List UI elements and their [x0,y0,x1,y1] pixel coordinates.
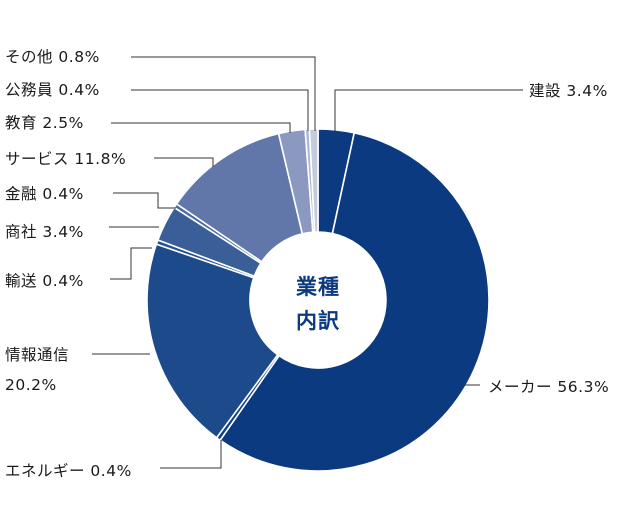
leader-line-9 [131,89,309,131]
slice-1 [218,131,490,472]
slice-label-9: 公務員 0.4% [5,81,100,99]
center-label-line-1: 業種 [296,275,340,299]
slice-label-1: メーカー 56.3% [488,378,609,396]
slice-label-2: エネルギー 0.4% [5,462,132,480]
slice-label-5: 商社 3.4% [5,223,84,241]
labels-group: 建設 3.4% メーカー 56.3% エネルギー 0.4% 情報通信 20.2% 輸送 0… [5,48,609,480]
slice-label-7: サービス 11.8% [5,150,126,168]
leader-line-0 [334,89,523,131]
slice-label-3-line-1: 20.2% [5,376,57,394]
leader-line-4 [110,247,152,280]
center-label-line-2: 内訳 [296,309,340,333]
slice-label-6: 金融 0.4% [5,185,84,203]
slice-10 [308,128,319,233]
slice-3 [146,243,279,439]
leader-line-10 [131,56,316,131]
leader-line-8 [111,122,291,133]
leader-line-2 [160,440,222,469]
slice-label-4: 輸送 0.4% [5,272,84,290]
leader-line-6 [113,192,176,209]
slices-group [146,128,490,472]
slice-label-10: その他 0.8% [5,48,100,66]
slice-label-0: 建設 3.4% [529,82,608,100]
slice-label-8: 教育 2.5% [5,114,84,132]
leader-lines-group [92,56,523,469]
slice-label-3-line-0: 情報通信 [5,346,69,364]
leader-line-7 [154,157,214,167]
